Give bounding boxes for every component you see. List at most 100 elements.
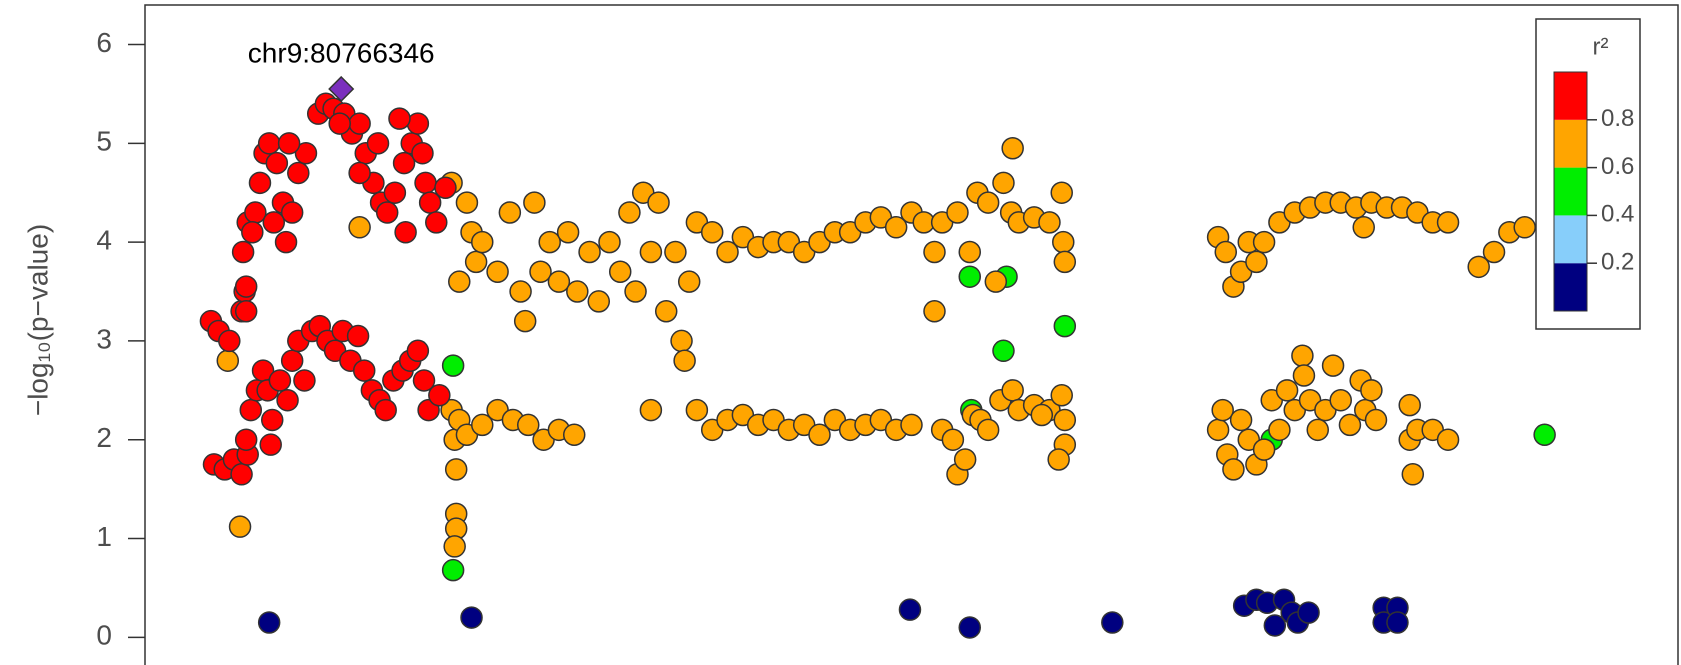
point xyxy=(1263,614,1287,637)
y-tick-label: 3 xyxy=(96,323,112,354)
point xyxy=(1206,418,1230,442)
point xyxy=(287,161,310,185)
point xyxy=(509,280,532,303)
point xyxy=(366,132,390,155)
point xyxy=(1436,428,1460,451)
annotation: chr9:80766346 xyxy=(248,37,435,68)
point xyxy=(241,220,264,244)
point xyxy=(953,448,977,471)
point xyxy=(984,270,1008,293)
point xyxy=(1268,418,1291,442)
point xyxy=(1321,354,1345,377)
point xyxy=(1053,314,1077,338)
point xyxy=(425,211,448,234)
y-tick-label: 4 xyxy=(96,225,112,256)
point xyxy=(406,112,430,135)
point xyxy=(716,240,739,264)
point xyxy=(1297,601,1320,624)
point xyxy=(608,260,632,284)
point xyxy=(406,339,430,363)
point xyxy=(1533,423,1556,447)
point xyxy=(808,423,831,447)
point xyxy=(1398,393,1421,417)
point xyxy=(677,270,701,293)
point xyxy=(444,458,468,481)
point xyxy=(262,211,286,234)
point xyxy=(228,515,252,538)
point xyxy=(618,201,641,224)
point xyxy=(1364,408,1388,432)
points xyxy=(199,75,1556,639)
point xyxy=(556,220,580,244)
point xyxy=(1436,211,1460,234)
point xyxy=(375,201,399,224)
point xyxy=(1101,611,1124,634)
point xyxy=(941,428,965,451)
point xyxy=(1386,611,1409,634)
point xyxy=(257,132,281,155)
legend-title: r² xyxy=(1593,33,1609,60)
point xyxy=(248,171,272,195)
point xyxy=(958,265,982,288)
point xyxy=(923,300,946,323)
point xyxy=(412,369,436,392)
point xyxy=(218,329,241,353)
legend-box xyxy=(1535,18,1641,330)
colorbar-tick-label: 0.2 xyxy=(1601,249,1634,276)
y-tick-label: 2 xyxy=(96,422,112,453)
colorbar-segment xyxy=(1554,215,1587,264)
point xyxy=(294,141,318,165)
point xyxy=(1352,216,1375,239)
y-tick-label: 5 xyxy=(96,126,112,157)
point xyxy=(1252,438,1276,461)
point xyxy=(1001,137,1024,160)
lead-point xyxy=(328,75,355,103)
point xyxy=(414,171,437,195)
point xyxy=(1275,379,1299,402)
point xyxy=(383,181,407,204)
point xyxy=(1050,181,1073,204)
y-tick-label: 0 xyxy=(96,620,112,651)
point xyxy=(1401,463,1425,486)
point xyxy=(277,132,301,155)
point xyxy=(280,349,304,372)
point xyxy=(1467,255,1490,279)
point xyxy=(624,280,647,303)
point xyxy=(328,112,351,135)
point xyxy=(231,240,255,264)
point xyxy=(664,240,687,264)
point xyxy=(900,413,923,437)
point xyxy=(348,161,371,185)
point xyxy=(234,275,258,298)
point xyxy=(976,191,1000,214)
point xyxy=(578,240,601,264)
point xyxy=(443,535,466,558)
point xyxy=(1030,403,1054,427)
point xyxy=(1252,230,1276,254)
point xyxy=(1291,344,1314,367)
y-tick-label: 1 xyxy=(96,521,112,552)
point xyxy=(1222,458,1245,481)
point xyxy=(1482,240,1506,264)
point xyxy=(562,423,586,447)
point xyxy=(898,598,922,621)
point xyxy=(673,349,696,372)
colorbar-frame xyxy=(1553,71,1588,312)
point xyxy=(1513,216,1536,239)
point xyxy=(388,107,411,130)
plot-frame xyxy=(144,4,1679,665)
point xyxy=(647,191,670,214)
point xyxy=(547,270,571,293)
point xyxy=(239,398,263,422)
point xyxy=(1053,408,1077,432)
point xyxy=(639,240,663,264)
point xyxy=(923,240,946,264)
point xyxy=(884,216,908,239)
point xyxy=(448,270,471,293)
point xyxy=(1338,413,1362,437)
point xyxy=(216,349,240,372)
point xyxy=(498,201,522,224)
point xyxy=(538,230,561,254)
point xyxy=(1329,388,1352,412)
